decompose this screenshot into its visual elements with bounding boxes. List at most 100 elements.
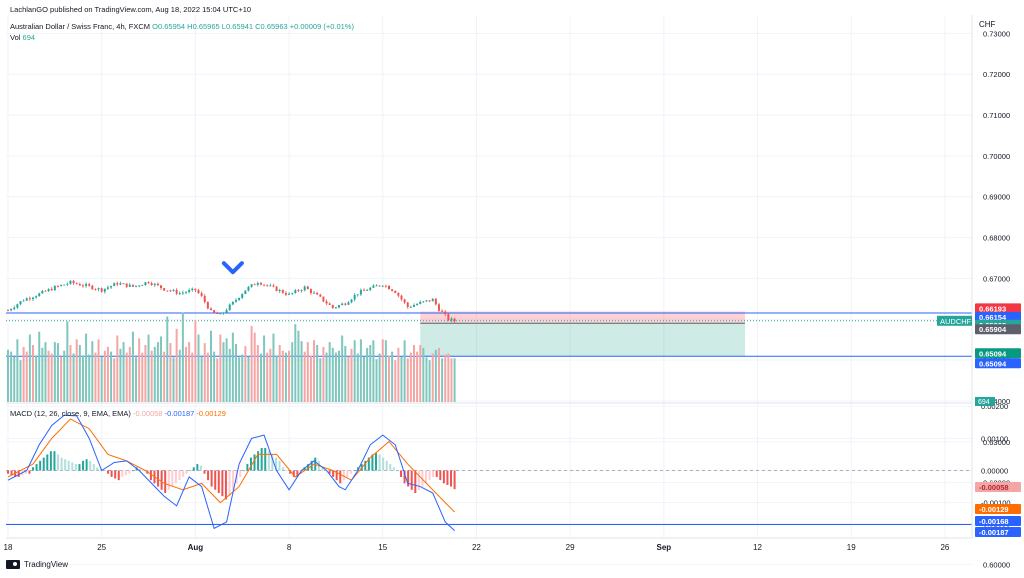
- time-tick-label: 15: [378, 543, 387, 552]
- macd-histogram-bar: [174, 470, 177, 484]
- footer-brand[interactable]: TradingView: [6, 560, 68, 569]
- candle-body: [378, 285, 381, 287]
- volume-bar: [431, 353, 434, 402]
- candle: [135, 285, 138, 288]
- macd-histogram-bar: [246, 464, 249, 471]
- candle: [266, 284, 269, 287]
- candle: [241, 293, 244, 299]
- candle-body: [185, 292, 188, 293]
- macd-histogram-bar: [260, 448, 263, 471]
- macd-histogram-bar: [53, 451, 56, 471]
- candle: [388, 285, 391, 290]
- candle-body: [106, 287, 109, 289]
- macd-histogram-bar: [410, 470, 413, 490]
- candle: [78, 282, 81, 286]
- candle: [116, 281, 119, 287]
- volume-bar: [222, 342, 225, 402]
- volume-bar: [38, 331, 41, 402]
- macd-histogram-bar: [67, 460, 70, 471]
- volume-bar: [19, 360, 22, 402]
- candle: [153, 283, 156, 287]
- short-position-tool[interactable]: [420, 311, 746, 357]
- candle: [47, 288, 50, 292]
- candle-body: [291, 292, 294, 294]
- candle: [253, 283, 256, 286]
- macd-line-value: -0.00187: [164, 409, 195, 418]
- candle-body: [303, 286, 306, 291]
- candle: [259, 281, 262, 286]
- volume-bar: [147, 334, 150, 402]
- candle-body: [256, 283, 259, 285]
- volume-bar: [135, 357, 138, 402]
- volume-bar: [319, 358, 322, 402]
- volume-bar: [247, 356, 250, 402]
- macd-histogram-bar: [399, 470, 402, 477]
- candle-body: [272, 285, 275, 287]
- volume-bar: [328, 342, 331, 402]
- candle-body: [125, 283, 128, 287]
- candle-body: [437, 304, 440, 311]
- candle: [213, 309, 216, 313]
- macd-histogram-bar: [74, 464, 77, 471]
- candle: [185, 291, 188, 295]
- macd-histogram-bar: [46, 454, 49, 471]
- stop-price-label-text: 0.66193: [979, 304, 1006, 313]
- candle-body: [200, 293, 203, 296]
- candle-body: [300, 290, 303, 292]
- candle-body: [403, 299, 406, 303]
- candle-body: [434, 298, 437, 305]
- candle: [353, 292, 356, 302]
- volume-bar: [197, 334, 200, 402]
- candle: [97, 287, 100, 292]
- volume-bar: [244, 345, 247, 402]
- candle-body: [22, 300, 25, 302]
- candle-body: [153, 283, 156, 285]
- macd-line-label: -0.00187: [975, 527, 1021, 537]
- macd-histogram-bar: [292, 470, 295, 477]
- volume-bar: [138, 338, 141, 402]
- candle: [110, 285, 113, 290]
- volume-bar: [85, 333, 88, 402]
- target-price-label: 0.65094: [975, 348, 1021, 359]
- volume-bar: [263, 335, 266, 402]
- macd-level-label-text: -0.00168: [979, 517, 1009, 526]
- published-line: LachlanGO published on TradingView.com, …: [10, 5, 252, 14]
- volume-bar: [60, 356, 63, 402]
- candle: [453, 317, 456, 323]
- volume-bar: [125, 352, 128, 402]
- candle-body: [213, 310, 216, 313]
- volume-bar: [391, 351, 394, 402]
- volume-bar: [175, 328, 178, 402]
- symbol-tag: AUDCHF: [937, 315, 972, 326]
- macd-histogram-bar: [271, 454, 274, 471]
- macd-histogram-bar: [335, 470, 338, 481]
- candle-body: [7, 310, 9, 312]
- candle: [106, 285, 109, 290]
- macd-histogram-bar: [221, 470, 224, 497]
- candle: [60, 284, 63, 287]
- candle-body: [116, 283, 119, 285]
- volume-bar: [266, 352, 269, 402]
- candle-body: [147, 282, 150, 284]
- macd-histogram-bar: [182, 470, 185, 477]
- macd-histogram-bar: [396, 470, 399, 472]
- candle-body: [409, 306, 412, 308]
- macd-histogram-bar: [278, 460, 281, 471]
- candle: [178, 291, 181, 296]
- macd-histogram-bar: [296, 470, 299, 477]
- ohlc-values: O0.65954 H0.65965 L0.65941 C0.65963 +0.0…: [152, 22, 354, 31]
- candle: [238, 297, 241, 301]
- candle: [247, 286, 250, 292]
- volume-bar: [228, 348, 231, 402]
- macd-histogram-bar: [249, 457, 252, 471]
- volume-bar: [141, 352, 144, 402]
- volume-bar: [288, 350, 291, 402]
- candle-body: [278, 290, 281, 292]
- volume-bar: [403, 340, 406, 402]
- candle-body: [306, 286, 309, 290]
- macd-histogram-bar: [103, 470, 106, 472]
- candle-body: [206, 302, 209, 309]
- candle-body: [72, 280, 75, 284]
- volume-bars: [7, 312, 456, 402]
